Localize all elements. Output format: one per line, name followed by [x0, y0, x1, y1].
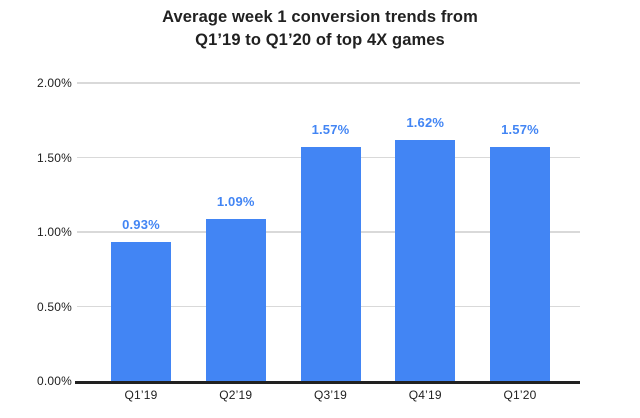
- bar: [300, 147, 361, 381]
- x-axis-tick-label: Q4’19: [408, 388, 442, 402]
- y-axis-tick-label: 0.50%: [36, 299, 72, 314]
- gridline: [77, 82, 580, 84]
- bar-data-label: 1.09%: [216, 193, 255, 209]
- y-axis-tick-label: 0.00%: [36, 374, 72, 388]
- bar-data-label: 0.93%: [122, 217, 160, 233]
- bar: [205, 218, 266, 381]
- x-axis-tick-label: Q2’19: [219, 388, 253, 402]
- x-axis-tick-label: Q3’19: [313, 388, 348, 402]
- bar: [490, 147, 550, 381]
- y-axis-tick-label: 1.50%: [36, 150, 72, 165]
- x-axis-line: [75, 381, 580, 384]
- y-axis-tick-label: 2.00%: [36, 76, 72, 90]
- bar: [111, 242, 171, 381]
- chart-title-line2: Q1’19 to Q1’20 of top 4X games: [195, 31, 445, 49]
- bar-data-label: 1.57%: [501, 122, 539, 138]
- x-axis-tick-label: Q1’20: [503, 388, 537, 402]
- x-axis-tick-label: Q1’19: [124, 388, 158, 402]
- y-axis-tick-label: 1.00%: [36, 225, 72, 239]
- bar-data-label: 1.62%: [406, 114, 445, 130]
- chart-title: Average week 1 conversion trends from Q1…: [0, 6, 640, 52]
- chart-title-line1: Average week 1 conversion trends from: [162, 8, 478, 26]
- bar: [395, 139, 456, 381]
- bar-data-label: 1.57%: [311, 122, 350, 138]
